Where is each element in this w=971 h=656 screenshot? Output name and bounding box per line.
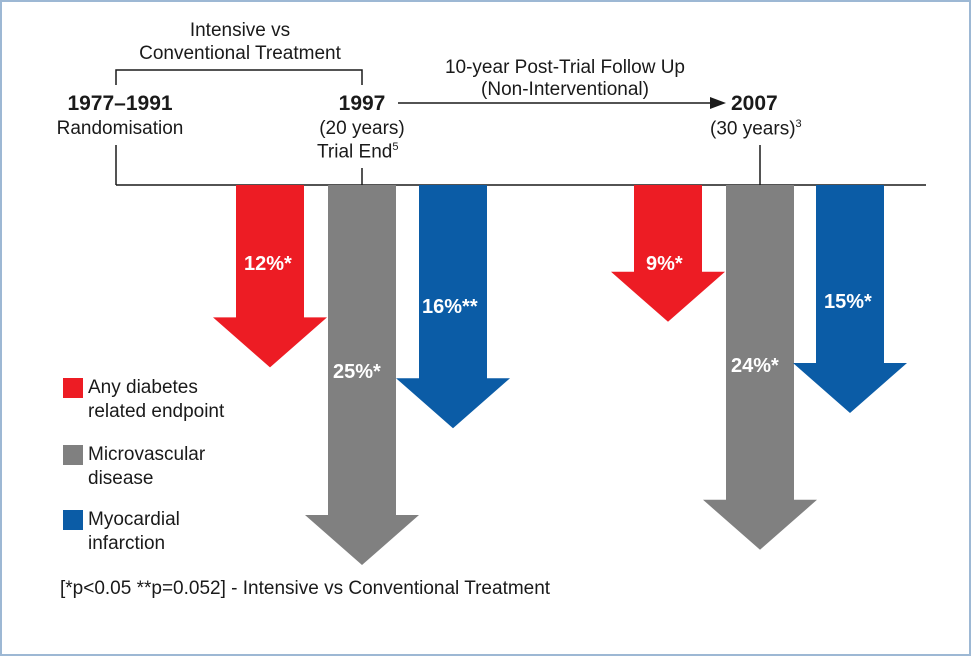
followup-label-1: 10-year Post-Trial Follow Up [444, 57, 686, 78]
legend-label-microvascular-1: Microvascular [88, 444, 206, 465]
label-1997-mi: 16%** [422, 296, 478, 318]
label-2007-microvascular: 24%* [731, 355, 779, 377]
milestone-1977-caption: Randomisation [56, 118, 184, 139]
legend-swatch-mi [63, 510, 83, 530]
label-2007-any-endpoint: 9%* [646, 253, 683, 275]
milestone-1997-years: (20 years) [319, 118, 405, 139]
arrow-2007-mi [793, 185, 907, 413]
followup-arrowhead [710, 97, 726, 109]
milestone-1977-year: 1977–1991 [67, 92, 173, 115]
label-1997-microvascular: 25%* [333, 361, 381, 383]
treatment-bracket [115, 69, 363, 85]
legend-label-mi-2: infarction [88, 533, 166, 554]
arrow-1997-mi [396, 185, 510, 429]
legend-label-any-endpoint-2: related endpoint [88, 401, 225, 422]
milestone-1997-trial-end: Trial End5 [317, 141, 399, 163]
legend-label-any-endpoint-1: Any diabetes [88, 377, 198, 398]
legend-label-mi-1: Myocardial [88, 509, 180, 530]
label-2007-mi: 15%* [824, 291, 872, 313]
legend-swatch-microvascular [63, 445, 83, 465]
treatment-label-2: Conventional Treatment [139, 43, 341, 64]
milestone-2007-year: 2007 [731, 92, 778, 115]
arrow-2007-microvascular [703, 185, 817, 550]
legend-label-microvascular-2: disease [88, 468, 154, 489]
milestone-1997-sup: 5 [392, 141, 399, 153]
footnote: [*p<0.05 **p=0.052] - Intensive vs Conve… [60, 578, 551, 599]
milestone-2007-years: (30 years)3 [710, 118, 802, 140]
legend-swatch-any-endpoint [63, 378, 83, 398]
milestone-1997-year: 1997 [338, 92, 386, 115]
followup-label-2: (Non-Interventional) [481, 79, 649, 100]
arrow-2007-any-endpoint [611, 185, 725, 322]
arrow-1997-microvascular [305, 185, 419, 565]
treatment-label-1: Intensive vs [189, 20, 291, 41]
milestone-2007-sup: 3 [795, 118, 802, 130]
arrow-1997-any-endpoint [213, 185, 327, 368]
label-1997-any-endpoint: 12%* [244, 253, 292, 275]
